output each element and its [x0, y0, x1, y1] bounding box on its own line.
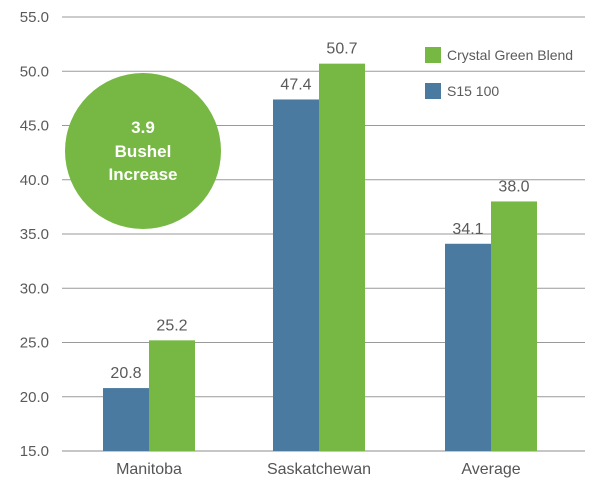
x-category-label: Saskatchewan [267, 461, 371, 478]
y-tick-label: 20.0 [20, 389, 49, 406]
bar-crystal-green-blend-average [491, 201, 537, 451]
x-category-label: Manitoba [116, 461, 182, 478]
y-tick-label: 45.0 [20, 118, 49, 135]
callout-badge [65, 73, 221, 229]
data-labels: 20.8 47.4 34.1 25.2 50.7 38.0 [110, 41, 529, 382]
callout-value: 3.9 [131, 118, 155, 137]
legend-label: S15 100 [447, 83, 499, 99]
y-tick-label: 25.0 [20, 335, 49, 352]
legend: Crystal Green Blend S15 100 [425, 47, 573, 99]
y-tick-label: 50.0 [20, 63, 49, 80]
callout-caption: Increase [109, 165, 178, 184]
bars [103, 63, 537, 452]
data-label: 34.1 [452, 221, 483, 238]
increase-callout: 3.9 Bushel Increase [65, 73, 221, 229]
y-tick-label: 40.0 [20, 172, 49, 189]
bar-crystal-green-blend-saskatchewan [319, 63, 365, 451]
y-tick-label: 55.0 [20, 9, 49, 26]
legend-swatch [425, 47, 441, 63]
y-tick-label: 30.0 [20, 280, 49, 297]
data-label: 47.4 [280, 76, 311, 93]
data-label: 50.7 [326, 41, 357, 58]
legend-label: Crystal Green Blend [447, 47, 573, 63]
data-label: 25.2 [156, 317, 187, 334]
callout-unit: Bushel [115, 142, 172, 161]
y-axis-ticks: 15.0 20.0 25.0 30.0 35.0 40.0 45.0 50.0 55.0 [20, 9, 49, 460]
data-label: 38.0 [498, 178, 529, 195]
bar-s15-100-saskatchewan [273, 99, 319, 452]
y-tick-label: 15.0 [20, 443, 49, 460]
legend-swatch [425, 83, 441, 99]
bar-s15-100-average [445, 243, 491, 451]
bar-s15-100-manitoba [103, 388, 149, 451]
x-category-label: Average [461, 461, 520, 478]
x-axis-categories: Manitoba Saskatchewan Average [116, 461, 521, 478]
data-label: 20.8 [110, 365, 141, 382]
bar-crystal-green-blend-manitoba [149, 340, 195, 451]
y-tick-label: 35.0 [20, 226, 49, 243]
